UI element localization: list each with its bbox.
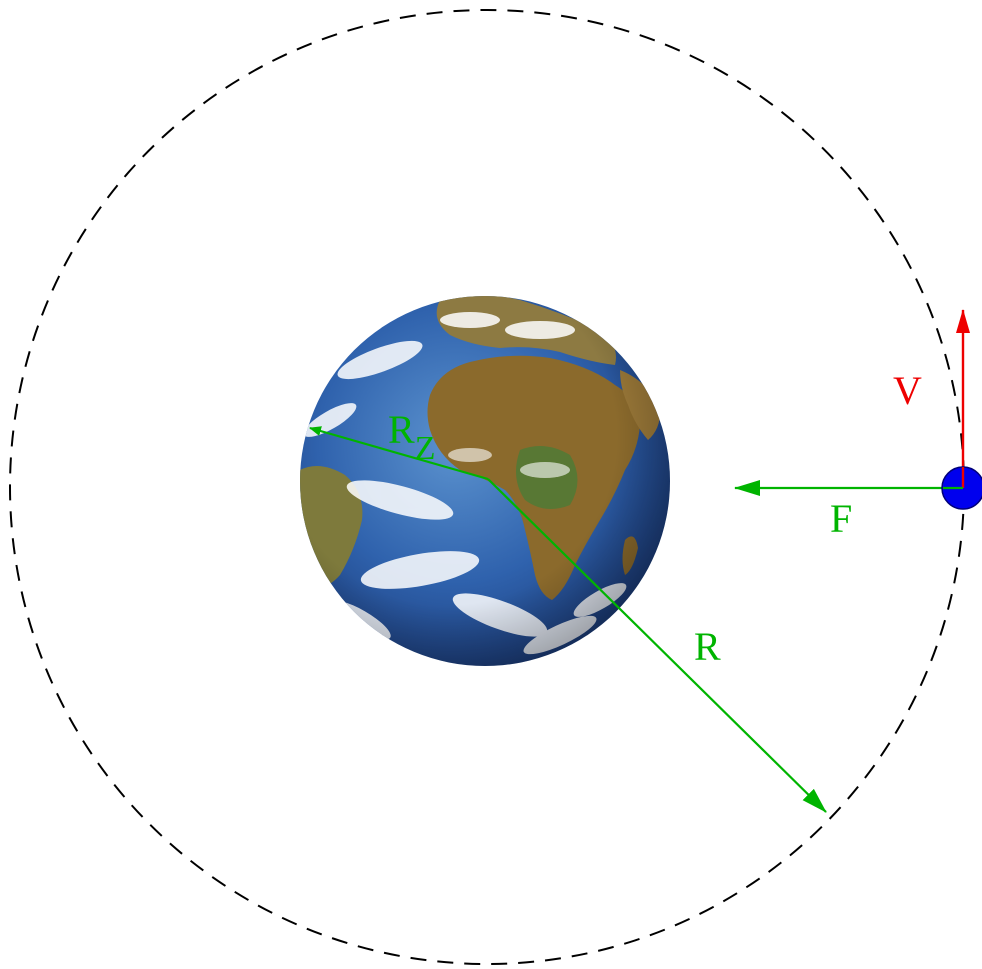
label-orbit-radius: R [694,624,721,669]
label-earth-radius-subscript: Z [415,430,436,467]
label-velocity: V [893,368,922,413]
label-force: F [830,496,852,541]
earth-radius-arrow [309,426,489,481]
label-earth-radius: RZ [388,407,435,467]
orbit-radius-arrow [487,478,827,813]
earth-globe-icon [300,296,670,666]
